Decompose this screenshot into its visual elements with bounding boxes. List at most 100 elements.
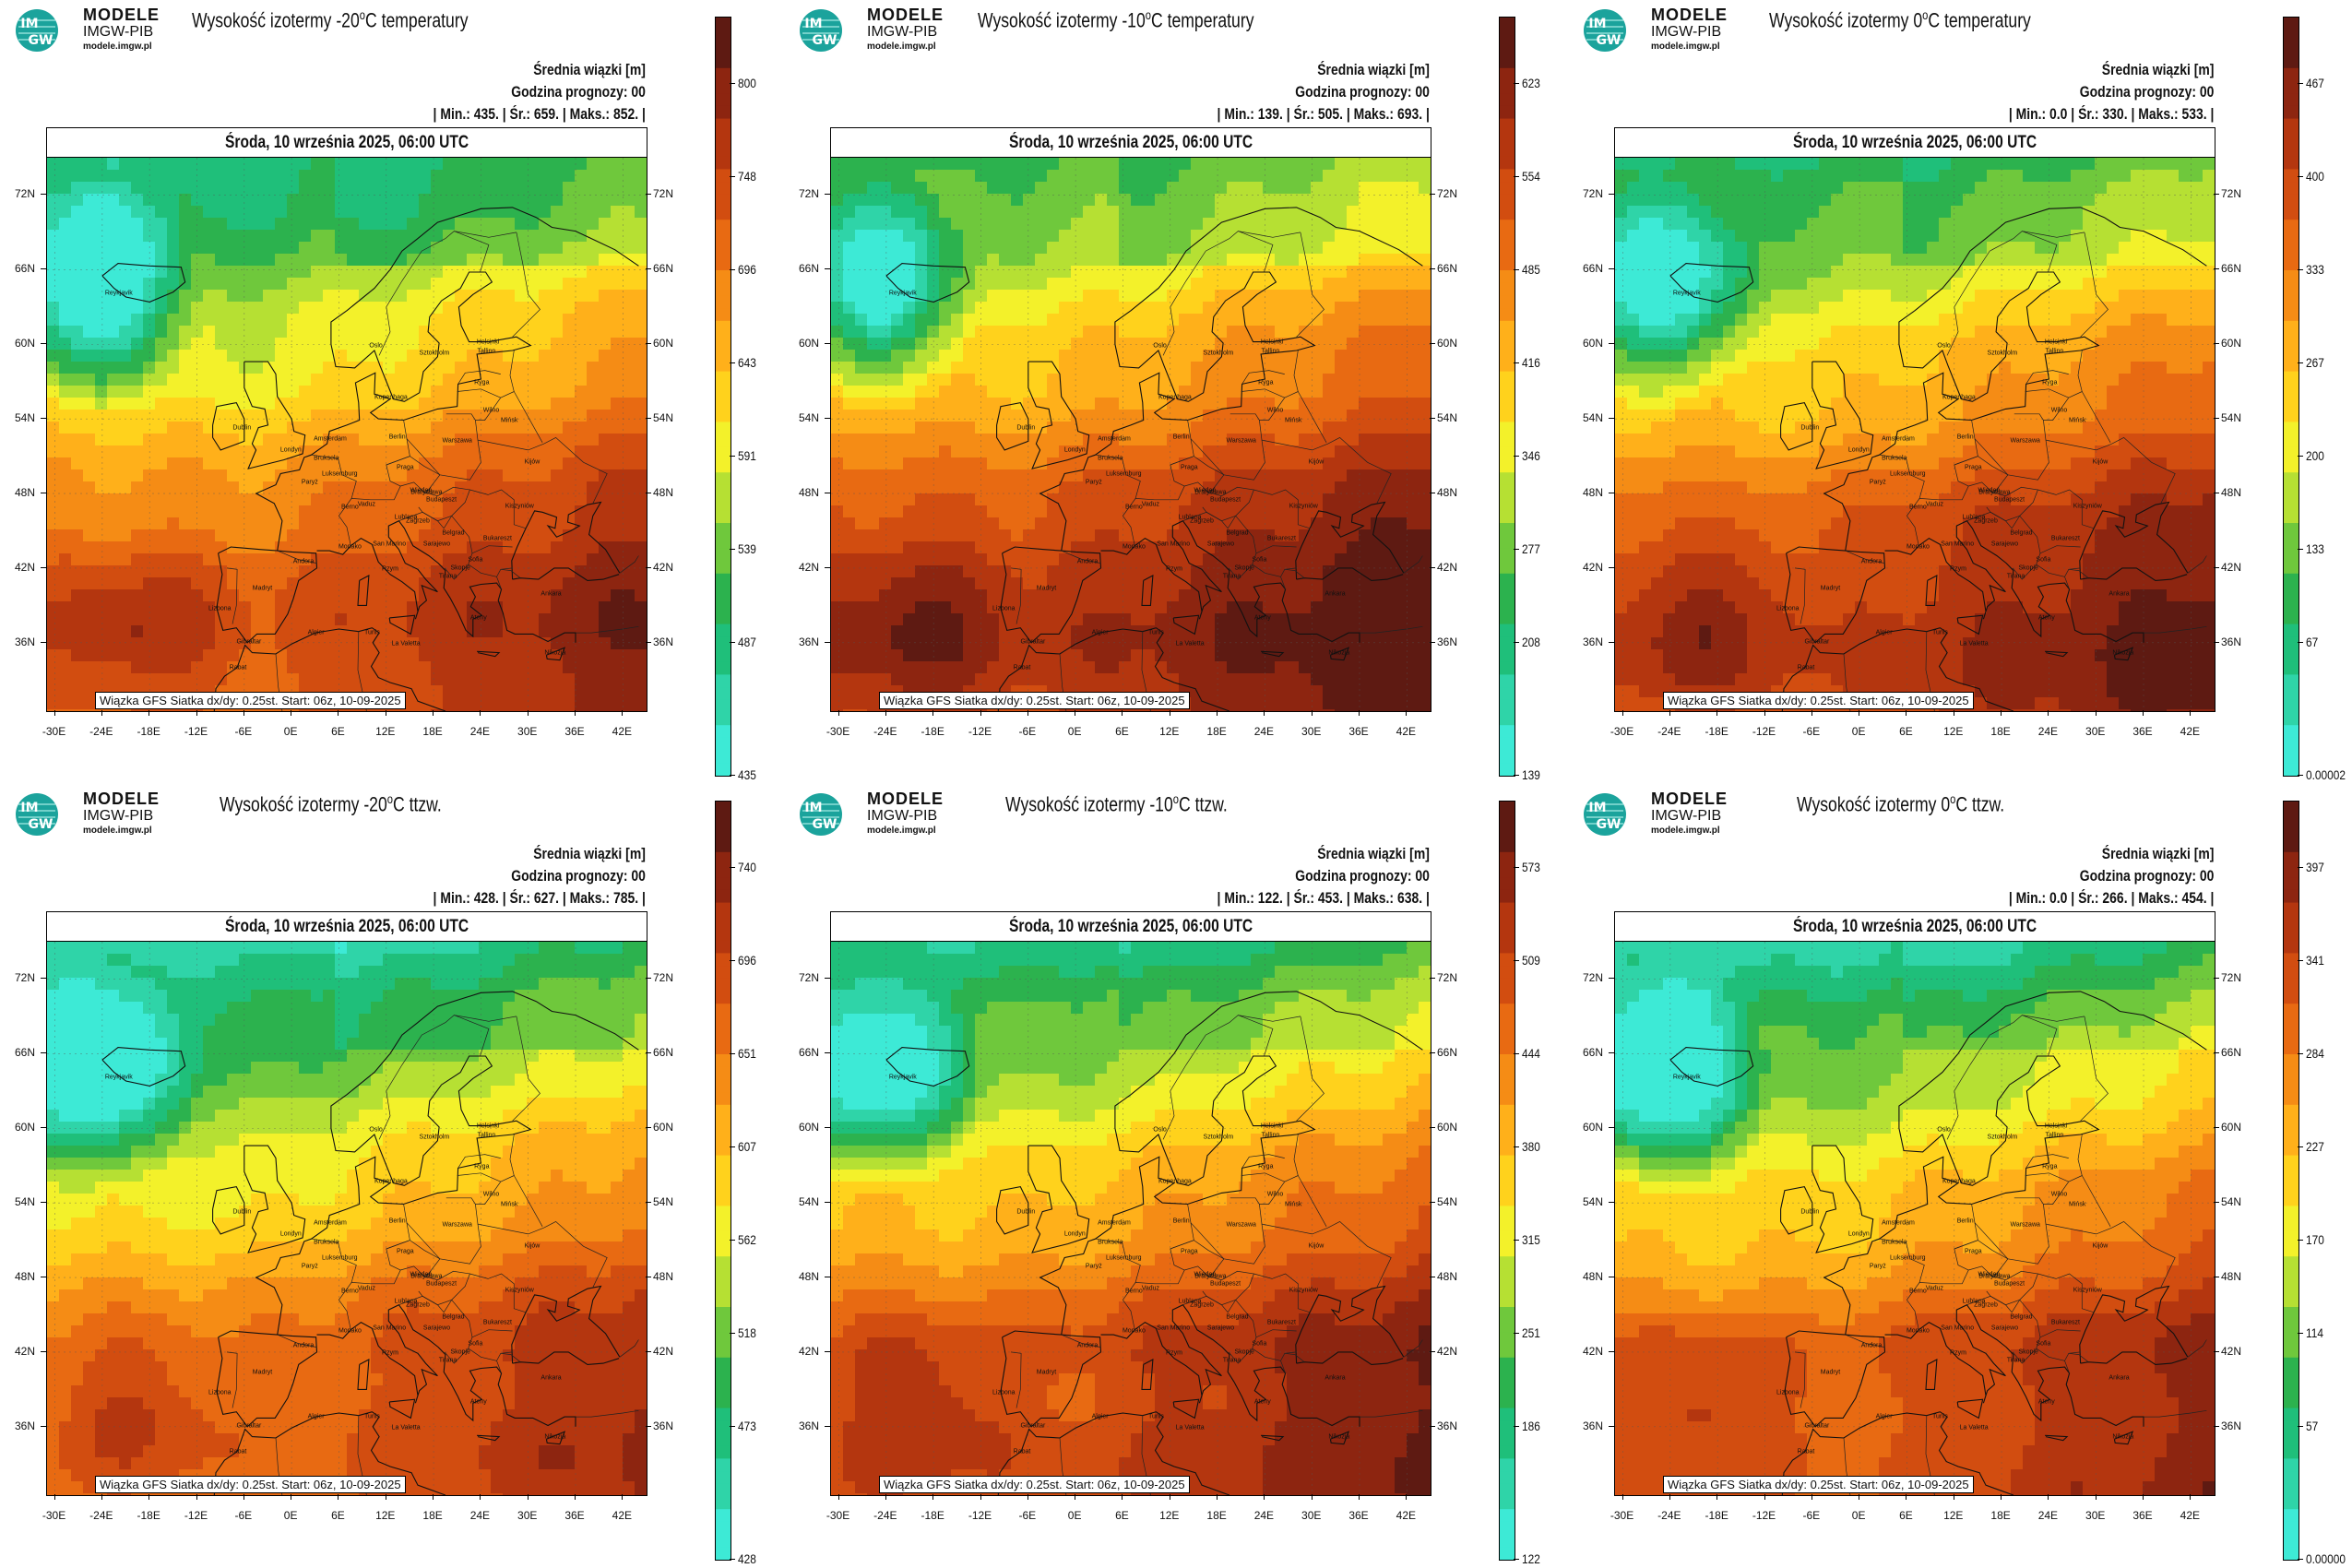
colorbar-label: 428 bbox=[738, 1551, 756, 1566]
coastline bbox=[1329, 1431, 1350, 1445]
city-label: Zagrzeb bbox=[1190, 517, 1214, 525]
city-label: Paryż bbox=[1869, 1263, 1886, 1270]
city-label: Rabat bbox=[1013, 664, 1031, 671]
city-label: Lublana bbox=[1962, 514, 1986, 521]
lat-label-left: 42N bbox=[15, 560, 36, 574]
city-label: Rzym bbox=[1950, 1349, 1966, 1357]
city-label: Kijów bbox=[1308, 458, 1324, 466]
lon-label: -18E bbox=[921, 725, 944, 738]
map-area[interactable]: Reykjavik Oslo Sztokholm Helsinki Tallinn Ryg… bbox=[46, 157, 647, 712]
lat-tick bbox=[1609, 1350, 1614, 1352]
city-label: Reykjavik bbox=[104, 1074, 133, 1081]
city-label: Praga bbox=[1180, 1248, 1198, 1255]
city-label: Wiedeń bbox=[410, 1271, 433, 1278]
lon-label: 24E bbox=[1253, 1509, 1275, 1522]
city-label: Luksemburg bbox=[1890, 470, 1926, 477]
colorbar-tick bbox=[2298, 867, 2303, 868]
colorbar-tick bbox=[2298, 1053, 2303, 1054]
city-label: Bruksela bbox=[1098, 455, 1123, 462]
lon-label: -12E bbox=[184, 725, 208, 738]
lon-label: 42E bbox=[612, 725, 633, 738]
city-label: Lublana bbox=[1178, 1298, 1202, 1305]
city-label: Tirana bbox=[2006, 573, 2025, 580]
colorbar-label: 467 bbox=[2306, 76, 2324, 90]
lon-tick bbox=[480, 1494, 481, 1500]
max-value: 454. bbox=[2181, 889, 2207, 907]
map-area[interactable]: Reykjavik Oslo Sztokholm Helsinki Tallinn Ryg… bbox=[46, 941, 647, 1496]
city-label: Algier bbox=[1091, 1413, 1109, 1420]
date-bar: Środa, 10 września 2025, 06:00 UTC bbox=[1614, 911, 2215, 942]
city-label: Budapeszt bbox=[1994, 496, 2025, 504]
country-border bbox=[513, 1175, 543, 1227]
country-border bbox=[1095, 1238, 1141, 1283]
coastline bbox=[1781, 1411, 2014, 1495]
city-label: Rzym bbox=[382, 1349, 398, 1357]
lat-label-left: 54N bbox=[799, 411, 820, 425]
city-label: Skopje bbox=[2018, 1348, 2038, 1356]
city-label: Wilno bbox=[2050, 407, 2068, 414]
lon-label: 30E bbox=[2085, 725, 2106, 738]
city-label: Dublin bbox=[1800, 424, 1820, 432]
city-label: Gibraltar bbox=[1020, 638, 1046, 645]
colorbar-label: 591 bbox=[738, 448, 756, 463]
logo-text-top: IM bbox=[804, 17, 822, 31]
lon-label: 12E bbox=[375, 1509, 396, 1522]
city-label: Nikozja bbox=[1328, 649, 1350, 657]
country-border bbox=[1297, 1175, 1327, 1227]
coastline bbox=[316, 1304, 576, 1427]
city-label: Oslo bbox=[1937, 342, 1951, 350]
lat-tick bbox=[2214, 566, 2219, 568]
city-label: Vaduz bbox=[1141, 1285, 1160, 1292]
colorbar-label: 227 bbox=[2306, 1139, 2324, 1154]
city-label: Tirana bbox=[1222, 1357, 1241, 1364]
date-label: Środa, 10 września 2025, 06:00 UTC bbox=[1792, 917, 2037, 936]
colorbar-tick bbox=[1514, 83, 1519, 84]
lat-tick bbox=[1430, 1425, 1435, 1427]
lat-label-right: 48N bbox=[1437, 486, 1458, 500]
lon-label: 12E bbox=[1159, 725, 1180, 738]
logo-text-top: IM bbox=[1588, 801, 1606, 815]
country-border bbox=[475, 1134, 515, 1205]
lat-label-right: 42N bbox=[653, 1344, 674, 1358]
country-border bbox=[1238, 1015, 1274, 1057]
city-label: San Marino bbox=[373, 1324, 407, 1332]
max-label: Maks.: bbox=[569, 889, 611, 907]
title-value: 0 bbox=[1913, 8, 1923, 32]
city-label: Berlin bbox=[1956, 1218, 1974, 1225]
map-area[interactable]: Reykjavik Oslo Sztokholm Helsinki Tallinn Ryg… bbox=[1614, 157, 2215, 712]
city-label: Dublin bbox=[232, 424, 252, 432]
coastline bbox=[1925, 575, 1938, 606]
city-label: Budapeszt bbox=[426, 496, 457, 504]
city-label: Rzym bbox=[382, 565, 398, 573]
country-border bbox=[576, 625, 639, 634]
avg-value: 266. bbox=[2102, 889, 2128, 907]
lon-tick bbox=[527, 710, 529, 716]
title-prefix: Wysokość izotermy bbox=[220, 792, 364, 816]
map-area[interactable]: Reykjavik Oslo Sztokholm Helsinki Tallinn Ryg… bbox=[830, 157, 1431, 712]
city-label: Kiszyniów bbox=[1289, 1287, 1318, 1293]
lon-label: 30E bbox=[517, 725, 538, 738]
lon-label: 6E bbox=[331, 1509, 345, 1522]
coastline bbox=[511, 501, 621, 580]
colorbar-tick bbox=[1514, 1559, 1519, 1560]
city-label: Tunis bbox=[1931, 629, 1948, 636]
lat-label-left: 72N bbox=[15, 971, 36, 985]
colorbar-label: 208 bbox=[1522, 635, 1540, 649]
map-area[interactable]: Reykjavik Oslo Sztokholm Helsinki Tallinn Ryg… bbox=[1614, 941, 2215, 1496]
stats-line: | Min.: 139. | Śr.: 505. | Maks.: 693. | bbox=[1217, 105, 1430, 123]
city-label: Kijów bbox=[2092, 1242, 2108, 1250]
city-label: Ateny bbox=[469, 614, 487, 622]
lat-tick bbox=[41, 1425, 46, 1427]
lon-tick bbox=[2048, 1494, 2049, 1500]
lat-label-right: 48N bbox=[653, 486, 674, 500]
map-area[interactable]: Reykjavik Oslo Sztokholm Helsinki Tallinn Ryg… bbox=[830, 941, 1431, 1496]
city-label: Warszawa bbox=[442, 437, 472, 445]
panel-title: Wysokość izotermy -20oC temperatury bbox=[192, 7, 469, 32]
lat-label-right: 72N bbox=[653, 971, 674, 985]
city-label: Bukareszt bbox=[2050, 535, 2080, 542]
max-value: 785. bbox=[613, 889, 639, 907]
lat-label-left: 60N bbox=[799, 337, 820, 350]
avg-label: Śr.: bbox=[509, 105, 531, 123]
colorbar-label: 740 bbox=[738, 860, 756, 874]
brand-subname: IMGW-PIB bbox=[1651, 24, 1722, 40]
